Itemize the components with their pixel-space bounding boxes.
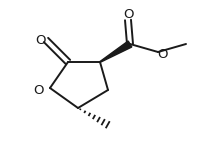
- Text: O: O: [33, 84, 43, 98]
- Polygon shape: [100, 41, 132, 62]
- Text: O: O: [35, 34, 45, 46]
- Text: O: O: [157, 48, 167, 60]
- Text: O: O: [123, 8, 133, 20]
